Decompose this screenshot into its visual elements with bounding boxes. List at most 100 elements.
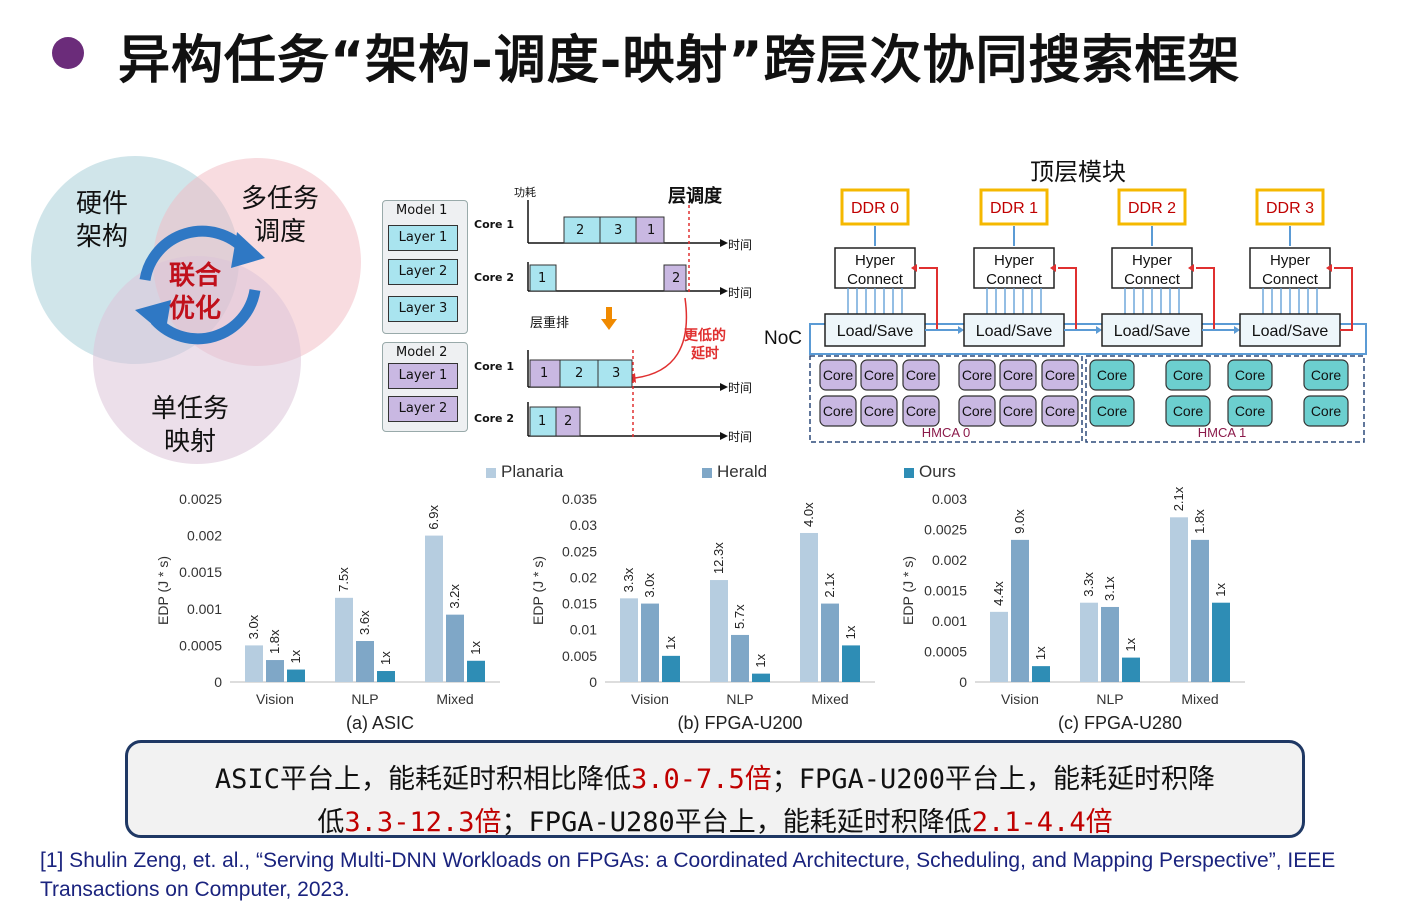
bar-data-label: 1x — [753, 653, 768, 667]
core-label: Core — [1003, 403, 1034, 419]
core-label: Core — [1045, 403, 1076, 419]
time-axis-label: 时间 — [728, 238, 753, 252]
bar-data-label: 3.6x — [357, 610, 372, 635]
ls-arrowhead — [958, 326, 964, 334]
bar-data-label: 2.1x — [1171, 486, 1186, 511]
top-module-title: 顶层模块 — [1030, 158, 1126, 186]
core-box — [902, 359, 940, 391]
hyper-connect-box — [1249, 247, 1331, 289]
layer-schedule-label: 层调度 — [668, 186, 722, 207]
core-box — [1089, 395, 1135, 427]
block-label: 3 — [612, 366, 621, 381]
chart-fpga-u280: 0 0.0005 0.001 0.0015 0.002 0.0025 0.003 EDP (J… — [900, 486, 1245, 707]
noc-label: NoC — [764, 328, 802, 349]
bar — [1032, 666, 1050, 682]
bar-data-label: 2.1x — [822, 572, 837, 597]
connect-label: Connect — [1262, 271, 1319, 288]
hmca0-label: HMCA 0 — [922, 425, 970, 440]
bar — [842, 645, 860, 682]
y-axis-label: EDP (J * s) — [530, 556, 546, 625]
bar — [710, 580, 728, 682]
y-tick-label: 0.001 — [187, 601, 222, 617]
y-tick-label: 0.0005 — [179, 637, 222, 653]
bar — [446, 614, 464, 682]
core-label: Core — [906, 367, 937, 383]
bar — [800, 532, 818, 682]
hyper-connect-box — [834, 247, 916, 289]
venn-label-multitask: 多任务 调度 — [240, 184, 319, 247]
bar-data-label: 5.7x — [732, 604, 747, 629]
bar — [335, 597, 353, 682]
bar-data-label: 1x — [1123, 637, 1138, 651]
core-label: Core — [864, 403, 895, 419]
block-label: 2 — [575, 366, 584, 381]
bar-data-label: 1x — [843, 625, 858, 639]
x-tick-label: Vision — [256, 691, 294, 707]
core-box — [902, 395, 940, 427]
feedback-arrowhead — [1050, 264, 1056, 272]
y-tick-label: 0.025 — [562, 543, 597, 559]
hyper-label: Hyper — [1270, 252, 1310, 269]
connect-label: Connect — [986, 271, 1043, 288]
core-box — [1089, 359, 1135, 391]
feedback-arrow — [1334, 267, 1353, 331]
y-tick-label: 0.015 — [562, 596, 597, 612]
y-tick-label: 0.02 — [570, 569, 597, 585]
bar-data-label: 4.4x — [991, 581, 1006, 606]
core-box — [819, 395, 857, 427]
ls-arrowhead — [1234, 326, 1240, 334]
load-save-label: Load/Save — [976, 323, 1053, 340]
block-label: 2 — [564, 414, 573, 429]
y-tick-label: 0.002 — [932, 552, 967, 568]
ddr-box — [1255, 188, 1325, 226]
model1-title: Model 1 — [396, 203, 448, 218]
time-axis-label: 时间 — [728, 286, 753, 300]
core1-label: Core 1 — [474, 218, 514, 231]
core1-label: Core 1 — [474, 360, 514, 373]
bar — [1191, 539, 1209, 682]
bar — [1122, 657, 1140, 682]
ddr-label: DDR 0 — [851, 200, 899, 217]
y-tick-label: 0.003 — [932, 491, 967, 507]
core-box — [1041, 359, 1079, 391]
block-label: 2 — [672, 271, 681, 286]
bar-data-label: 1x — [663, 636, 678, 650]
feedback-arrowhead — [1326, 264, 1332, 272]
core-box — [1227, 395, 1273, 427]
summary-line-2: 低3.3-12.3倍；FPGA-U280平台上，能耗延时积降低2.1-4.4倍 — [317, 807, 1113, 838]
bar — [1080, 602, 1098, 682]
ddr-label: DDR 3 — [1266, 200, 1314, 217]
model1-layer: Layer 2 — [388, 259, 458, 285]
y-tick-label: 0 — [214, 674, 222, 690]
bar-data-label: 12.3x — [711, 542, 726, 574]
load-save-label: Load/Save — [1114, 323, 1191, 340]
hmca0-region — [809, 355, 1083, 443]
y-tick-label: 0.001 — [932, 613, 967, 629]
core-label: Core — [1045, 367, 1076, 383]
bar-data-label: 1x — [288, 649, 303, 663]
hyper-label: Hyper — [994, 252, 1034, 269]
ddr-label: DDR 2 — [1128, 200, 1176, 217]
x-tick-label: Mixed — [1181, 691, 1218, 707]
bar-data-label: 3.1x — [1102, 576, 1117, 601]
hmca1-region — [1085, 355, 1365, 443]
bar — [821, 603, 839, 682]
bar-data-label: 3.3x — [621, 567, 636, 592]
cycle-arrowhead-bottom — [135, 300, 171, 335]
bar-data-label: 1x — [378, 651, 393, 665]
bar-data-label: 1x — [468, 641, 483, 655]
bar — [1011, 539, 1029, 682]
core2-label: Core 2 — [474, 271, 514, 284]
bar-data-label: 1.8x — [267, 629, 282, 654]
ddr-box — [979, 188, 1049, 226]
block-label: 1 — [538, 414, 547, 429]
bar — [245, 645, 263, 682]
bar-data-label: 1.8x — [1192, 509, 1207, 534]
chart-caption: (b) FPGA-U200 — [677, 713, 803, 733]
x-tick-label: Vision — [1001, 691, 1039, 707]
bar — [641, 603, 659, 682]
legend-item: Planaria — [486, 462, 563, 482]
ddr-box — [1117, 188, 1187, 226]
bar — [425, 535, 443, 682]
y-tick-label: 0.002 — [187, 528, 222, 544]
